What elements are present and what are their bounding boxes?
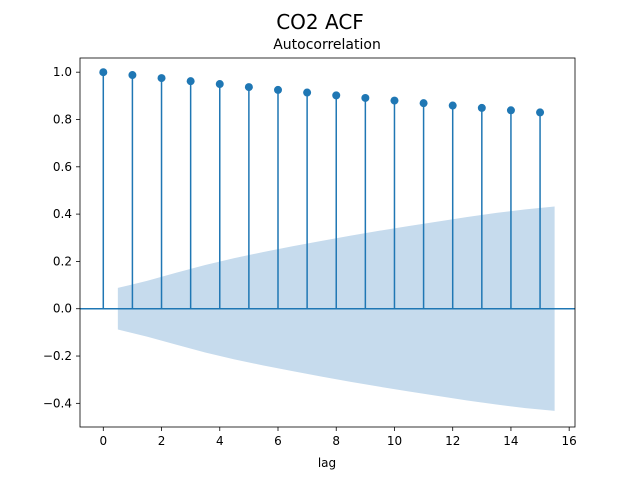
acf-point-lag-1 (128, 71, 137, 80)
acf-point-lag-12 (448, 101, 457, 110)
acf-point-lag-8 (332, 91, 341, 100)
acf-point-lag-15 (536, 108, 545, 117)
acf-point-lag-3 (186, 77, 195, 86)
x-axis-label: lag (318, 456, 336, 470)
y-tick-label: 0.2 (53, 254, 72, 268)
acf-point-lag-0 (99, 68, 108, 77)
acf-point-lag-11 (419, 99, 428, 108)
y-tick-label: 0.6 (53, 160, 72, 174)
x-tick-label: 8 (332, 434, 340, 448)
x-tick-label: 10 (387, 434, 402, 448)
acf-point-lag-10 (390, 96, 399, 105)
acf-point-lag-2 (157, 74, 166, 83)
y-tick-label: 0.4 (53, 207, 72, 221)
axes-frame (79, 57, 576, 428)
x-tick-label: 12 (445, 434, 460, 448)
acf-point-lag-4 (215, 80, 224, 89)
y-tick-label: 0.8 (53, 113, 72, 127)
x-tick-label: 2 (158, 434, 166, 448)
x-tick-label: 6 (274, 434, 282, 448)
chart-title: Autocorrelation (273, 37, 381, 53)
acf-point-lag-7 (303, 88, 312, 97)
acf-point-lag-6 (274, 85, 282, 94)
x-tick-label: 0 (99, 434, 107, 448)
acf-point-lag-13 (477, 103, 486, 112)
y-tick-label: 0.0 (53, 302, 72, 316)
figure-suptitle: CO2 ACF (276, 10, 364, 34)
acf-point-lag-14 (506, 106, 515, 115)
x-tick-label: 14 (503, 434, 518, 448)
y-tick-label: −0.2 (43, 349, 72, 363)
plot-area: 0 2 4 6 8 10 12 14 16 −0.4 −0.2 0.0 0.2 0.4 0.6 0.8 1.0 (43, 57, 577, 448)
x-tick-label: 4 (216, 434, 224, 448)
y-tick-label: −0.4 (43, 396, 72, 410)
acf-point-lag-9 (361, 93, 370, 102)
acf-point-lag-5 (244, 83, 253, 92)
y-tick-label: 1.0 (53, 65, 72, 79)
x-tick-label: 16 (562, 434, 577, 448)
